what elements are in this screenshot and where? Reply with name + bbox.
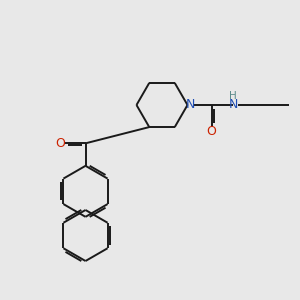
Text: N: N — [228, 98, 238, 112]
Text: N: N — [186, 98, 195, 112]
Text: H: H — [229, 91, 237, 101]
Text: O: O — [207, 125, 216, 139]
Text: O: O — [55, 137, 65, 150]
